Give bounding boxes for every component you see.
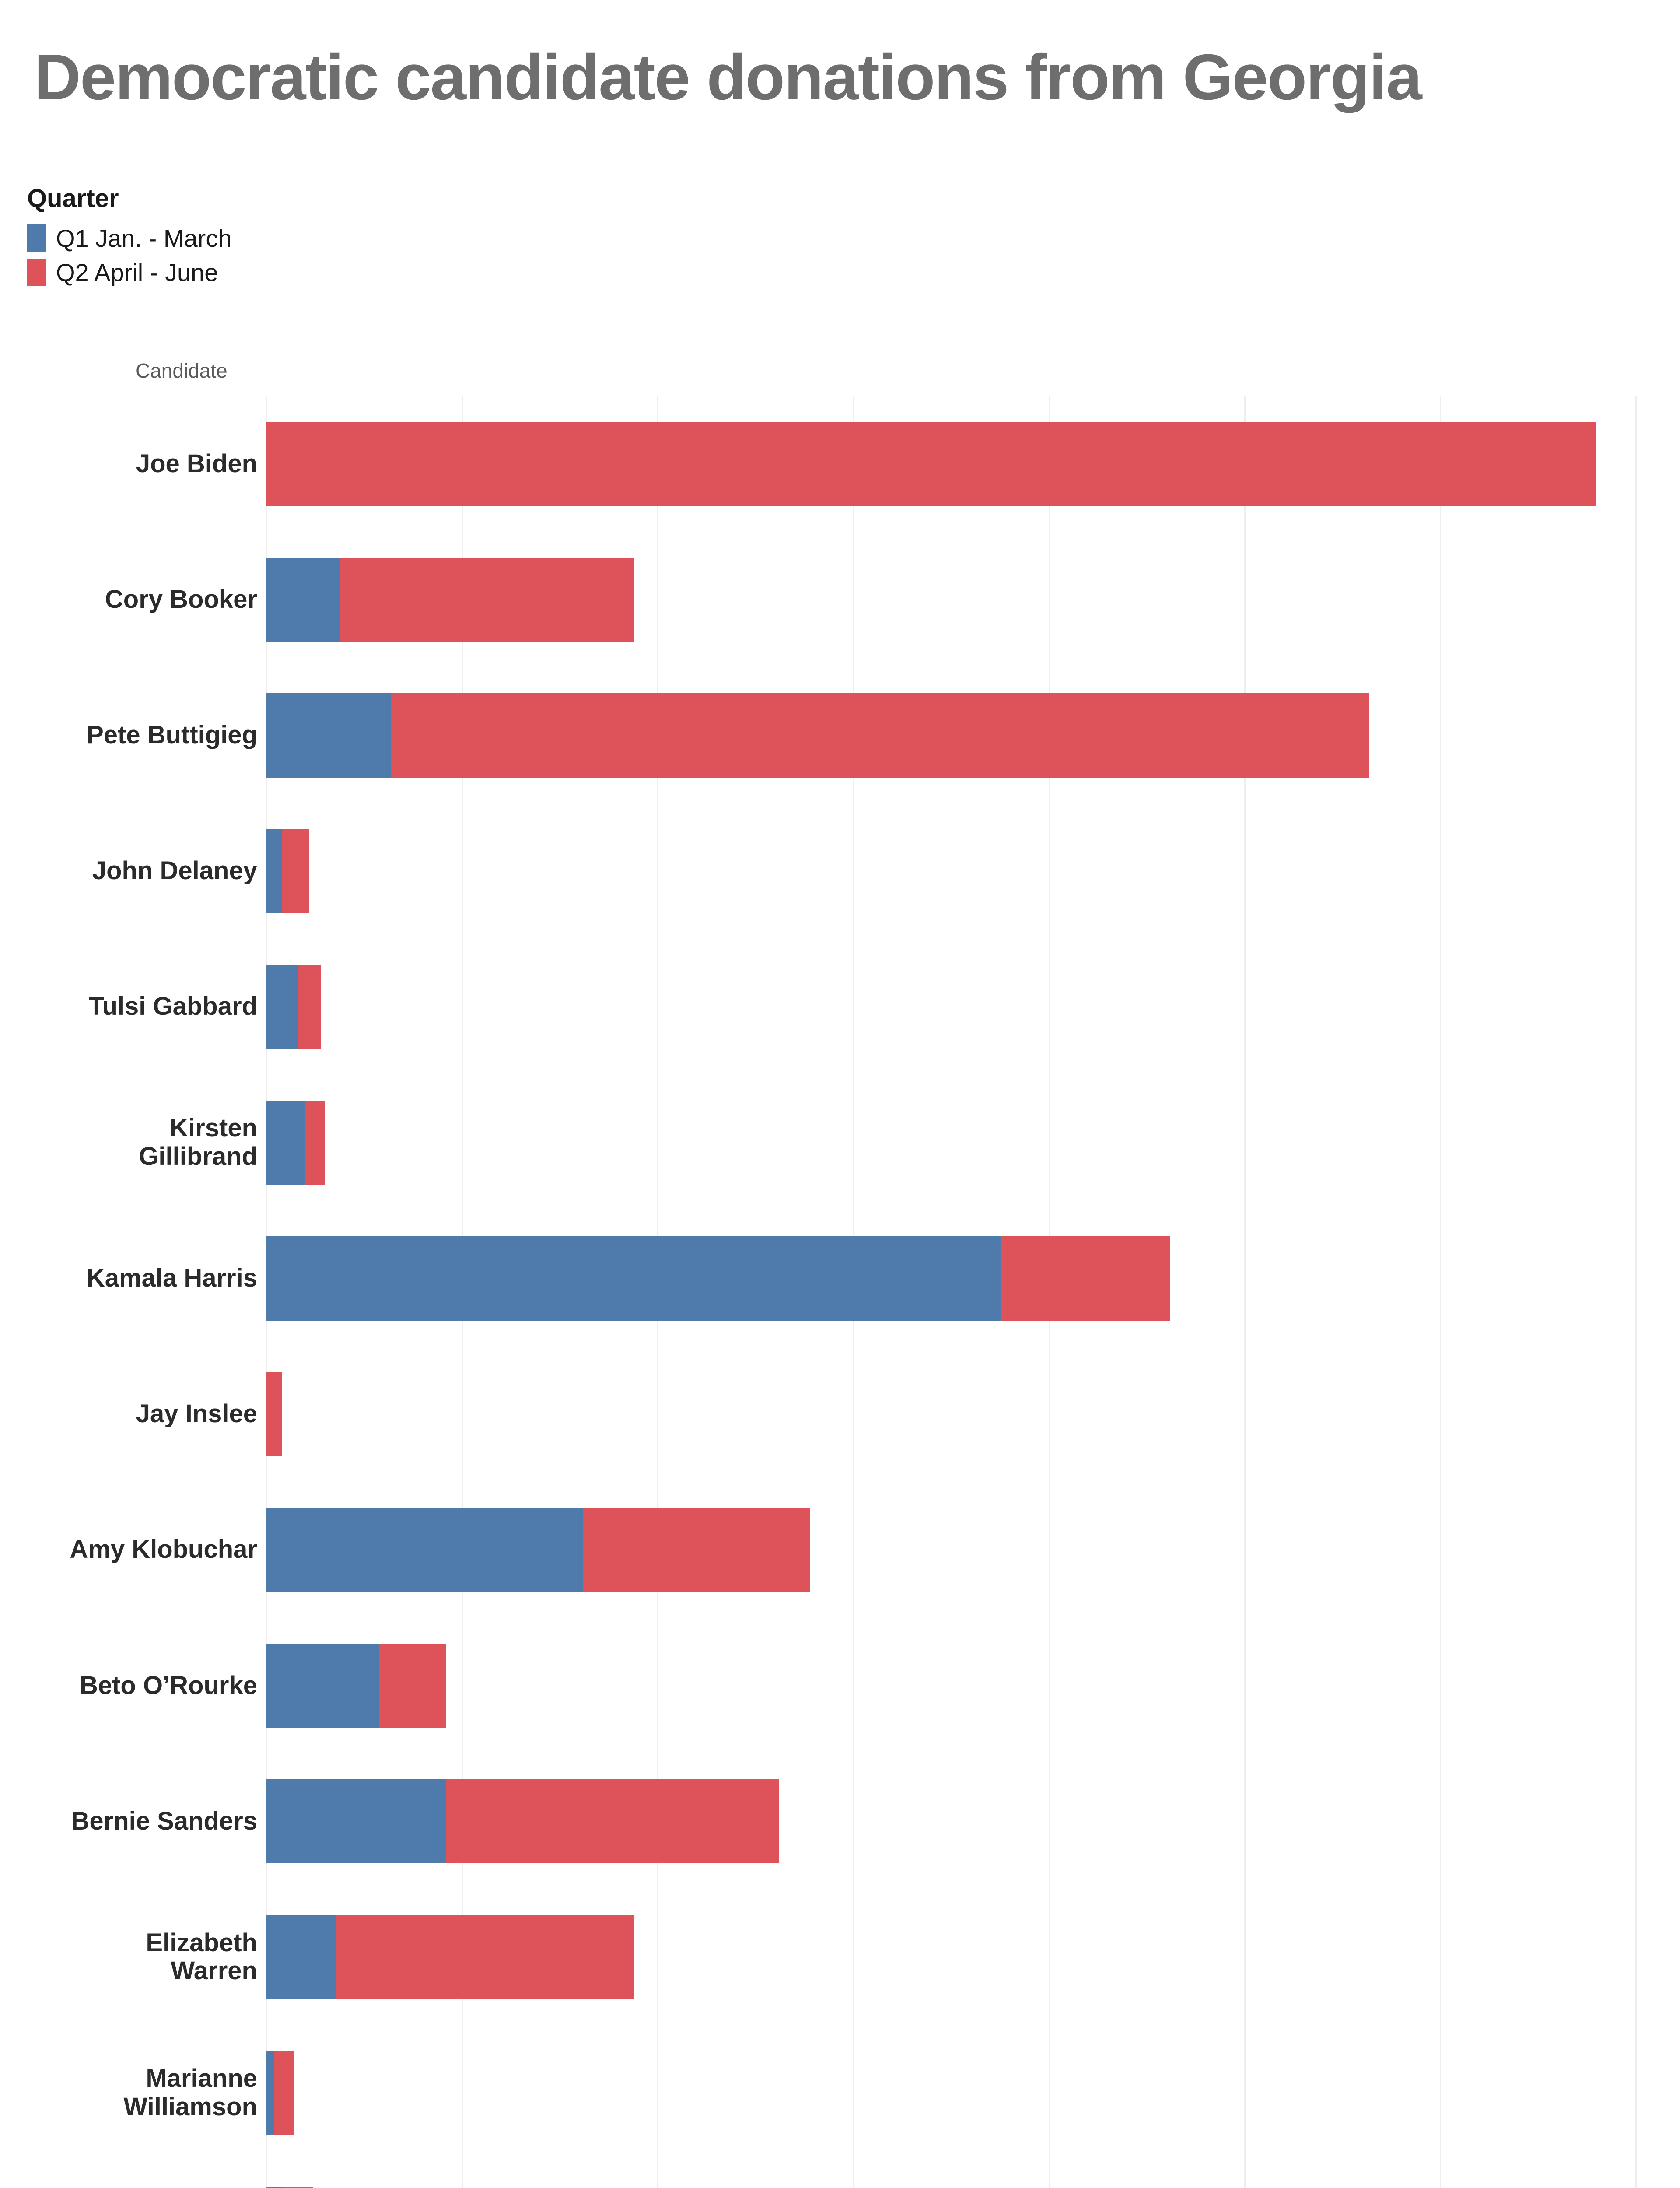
chart-plot-area: Candidate Joe Biden Cory Booker Pete Butti…	[0, 354, 1680, 2188]
bar-row[interactable]	[266, 558, 1635, 642]
bar-segment-q2[interactable]	[297, 964, 321, 1049]
category-label-line: Kirsten	[170, 1114, 257, 1143]
bar-row[interactable]	[266, 1508, 1635, 1592]
bars-container	[266, 396, 1637, 2188]
bar-segment-q1[interactable]	[266, 1779, 446, 1864]
bar-segment-q1[interactable]	[266, 1236, 1002, 1321]
bar-row[interactable]	[266, 1101, 1635, 1185]
gridline	[1439, 396, 1441, 2188]
category-label-line: Jay Inslee	[136, 1399, 257, 1428]
legend-item-q2[interactable]: Q2 April - June	[27, 255, 231, 289]
bar-segment-q1[interactable]	[266, 1915, 336, 1999]
category-label-line: John Delaney	[92, 856, 257, 885]
page-title: Democratic candidate donations from Geor…	[34, 41, 1422, 113]
category-label: Joe Biden	[0, 449, 257, 478]
category-label-line: Joe Biden	[136, 449, 257, 478]
bar-segment-q2[interactable]	[391, 693, 1369, 778]
bar-row[interactable]	[266, 1236, 1635, 1321]
category-label-line: Elizabeth	[146, 1928, 257, 1957]
bar-row[interactable]	[266, 421, 1635, 506]
category-label-line: Pete Buttigieg	[87, 721, 257, 750]
bar-segment-q1[interactable]	[266, 829, 282, 913]
bar-segment-q2[interactable]	[1001, 1236, 1170, 1321]
category-label: Kirsten Gillibrand	[0, 1114, 257, 1171]
bar-segment-q2[interactable]	[266, 421, 1596, 506]
bar-segment-q1[interactable]	[266, 693, 392, 778]
category-label: Tulsi Gabbard	[0, 992, 257, 1021]
legend-swatch-q2-icon	[27, 259, 46, 286]
bar-rows	[266, 396, 1635, 2188]
legend-item-q1[interactable]: Q1 Jan. - March	[27, 221, 231, 255]
bar-row[interactable]	[266, 829, 1635, 913]
bar-row[interactable]	[266, 1372, 1635, 1456]
category-label-line: Marianne	[146, 2064, 257, 2093]
bar-segment-q1[interactable]	[266, 1101, 305, 1185]
bar-segment-q2[interactable]	[379, 1643, 446, 1728]
category-label: John Delaney	[0, 856, 257, 885]
gridline	[1244, 396, 1246, 2188]
bar-segment-q2[interactable]	[281, 2186, 313, 2188]
bar-segment-q1[interactable]	[266, 964, 298, 1049]
category-label: Elizabeth Warren	[0, 1929, 257, 1986]
bar-segment-q2[interactable]	[583, 1508, 810, 1592]
legend-swatch-q1-icon	[27, 224, 46, 252]
bar-segment-q2[interactable]	[281, 829, 309, 913]
category-label-line: Williamson	[123, 2092, 257, 2121]
category-label-line: Cory Booker	[105, 585, 257, 614]
category-label-line: Beto O’Rourke	[79, 1671, 257, 1700]
legend-label-q1: Q1 Jan. - March	[56, 224, 232, 252]
category-label-line: Amy Klobuchar	[70, 1535, 257, 1564]
bar-segment-q1[interactable]	[266, 2186, 282, 2188]
bar-row[interactable]	[266, 693, 1635, 778]
bar-row[interactable]	[266, 2051, 1635, 2135]
bar-segment-q2[interactable]	[340, 558, 634, 642]
category-label-line: Bernie Sanders	[71, 1806, 257, 1835]
category-label: Bernie Sanders	[0, 1807, 257, 1836]
category-label-line: Tulsi Gabbard	[88, 992, 257, 1021]
bar-segment-q1[interactable]	[266, 1643, 380, 1728]
bar-segment-q2[interactable]	[273, 2051, 294, 2135]
bar-row[interactable]	[266, 2186, 1635, 2188]
bar-segment-q2[interactable]	[305, 1101, 325, 1185]
bar-row[interactable]	[266, 1779, 1635, 1864]
category-axis-caption: Candidate	[136, 359, 228, 382]
category-label: Kamala Harris	[0, 1264, 257, 1293]
bar-row[interactable]	[266, 1643, 1635, 1728]
bar-segment-q2[interactable]	[446, 1779, 779, 1864]
category-label: Pete Buttigieg	[0, 721, 257, 750]
category-label: Amy Klobuchar	[0, 1535, 257, 1564]
bar-segment-q1[interactable]	[266, 2051, 274, 2135]
category-label: Marianne Williamson	[0, 2064, 257, 2121]
legend-label-q2: Q2 April - June	[56, 258, 218, 286]
bar-row[interactable]	[266, 1915, 1635, 1999]
bar-row[interactable]	[266, 964, 1635, 1049]
legend-title: Quarter	[27, 184, 119, 213]
category-label: Beto O’Rourke	[0, 1671, 257, 1700]
category-label-line: Kamala Harris	[86, 1263, 257, 1292]
category-label-line: Gillibrand	[139, 1142, 257, 1171]
gridline	[1635, 396, 1637, 2188]
category-label-line: Warren	[171, 1957, 257, 1985]
bar-segment-q1[interactable]	[266, 558, 340, 642]
bar-segment-q2[interactable]	[336, 1915, 634, 1999]
bar-segment-q2[interactable]	[266, 1372, 282, 1456]
bar-segment-q1[interactable]	[266, 1508, 583, 1592]
category-label: Jay Inslee	[0, 1399, 257, 1428]
legend: Quarter Q1 Jan. - March Q2 April - June	[27, 184, 231, 289]
category-label: Cory Booker	[0, 585, 257, 614]
